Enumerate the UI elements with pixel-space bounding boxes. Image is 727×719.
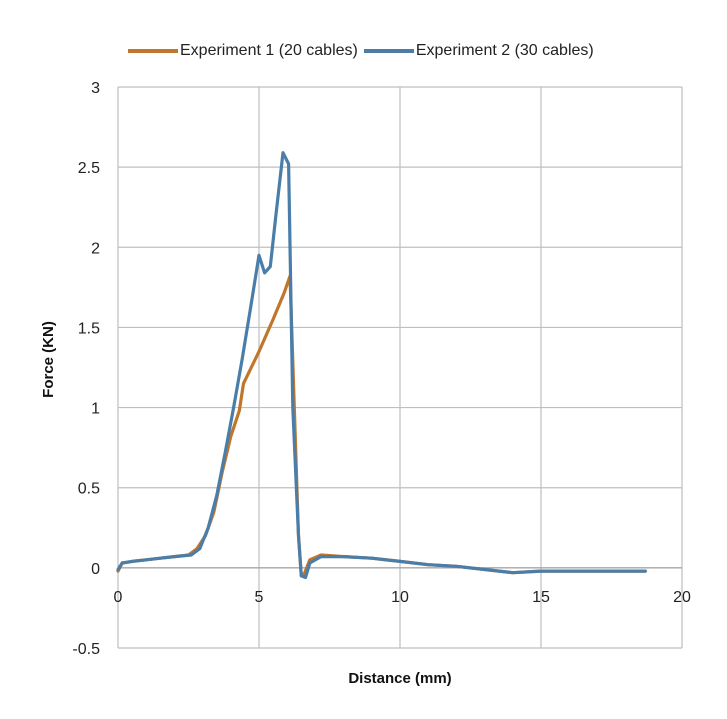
chart-tick-labels: 0 5 10 15 20 -0.5 0 0.5 1 1.5 2 2.5 3	[72, 80, 691, 658]
x-tick-label: 5	[255, 589, 264, 606]
x-axis-title: Distance (mm)	[348, 670, 451, 687]
x-tick-label: 0	[114, 589, 123, 606]
series-line-1	[116, 274, 647, 578]
x-tick-label: 15	[532, 589, 550, 606]
y-tick-label: 1.5	[78, 320, 100, 337]
chart-series-group	[116, 151, 647, 580]
legend-label-series-2: Experiment 2 (30 cables)	[415, 42, 594, 59]
legend-swatch-series-2	[363, 49, 414, 53]
legend-swatch-series-1	[128, 49, 178, 53]
legend-item-series-1: Experiment 1 (20 cables)	[128, 42, 358, 60]
x-tick-label: 10	[391, 589, 409, 606]
y-tick-label: 1	[91, 401, 100, 418]
y-tick-label: 2.5	[78, 160, 100, 177]
y-tick-label: 0	[91, 561, 100, 578]
y-axis-title: Force (KN)	[40, 321, 57, 398]
y-tick-label: 3	[91, 80, 100, 97]
y-tick-label: 0.5	[78, 481, 100, 498]
series-line-2	[116, 151, 647, 580]
legend-label-series-1: Experiment 1 (20 cables)	[180, 42, 358, 59]
x-tick-label: 20	[673, 589, 691, 606]
chart-grid	[117, 86, 683, 649]
y-tick-label: -0.5	[72, 641, 100, 658]
y-tick-label: 2	[91, 240, 100, 257]
legend-item-series-2: Experiment 2 (30 cables)	[363, 42, 594, 60]
chart-legend: Experiment 1 (20 cables) Experiment 2 (3…	[128, 42, 600, 60]
